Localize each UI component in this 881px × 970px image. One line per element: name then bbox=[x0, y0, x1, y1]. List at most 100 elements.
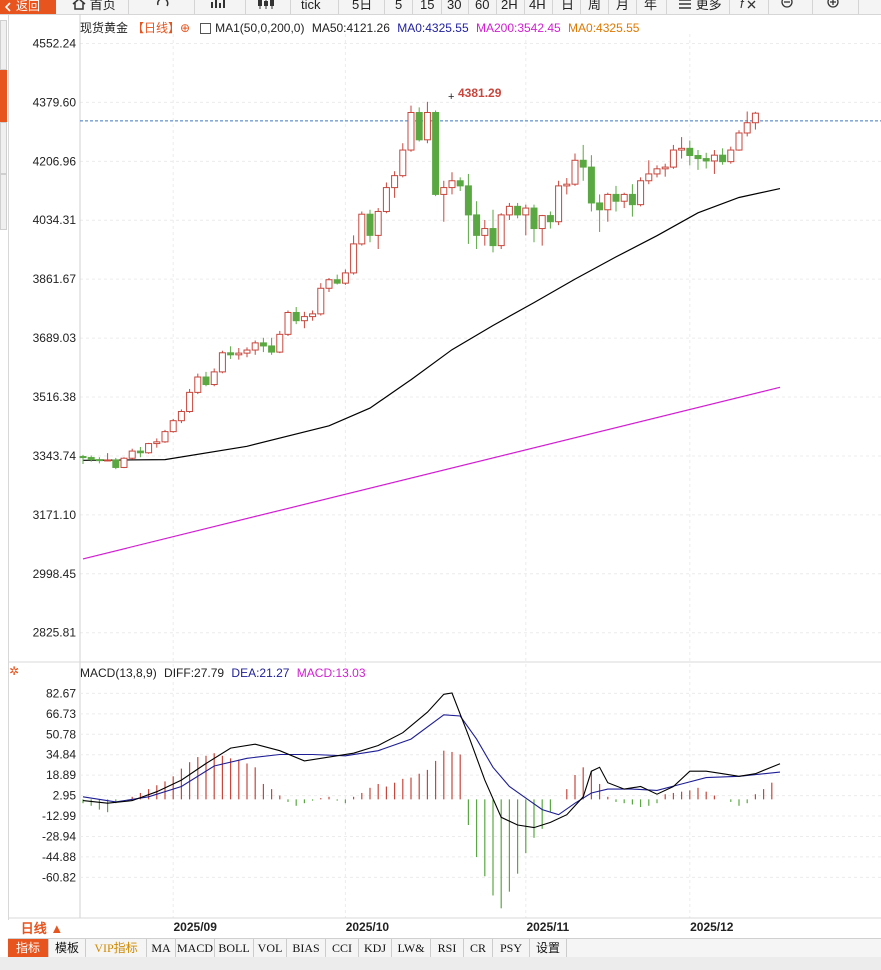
candle-body bbox=[145, 443, 153, 454]
candle-body bbox=[620, 193, 628, 202]
tab-vol[interactable]: VOL bbox=[254, 939, 287, 957]
side-tab-3[interactable] bbox=[0, 122, 7, 174]
candle-body bbox=[87, 457, 95, 461]
period-5min[interactable]: 5 bbox=[395, 0, 403, 12]
candle-body bbox=[300, 316, 308, 322]
candle-body bbox=[628, 193, 636, 206]
high-marker-label: 4381.29 bbox=[458, 86, 502, 100]
tab-lw[interactable]: LW& bbox=[392, 939, 431, 957]
period-30min[interactable]: 30 bbox=[447, 0, 462, 12]
period-day[interactable]: 日 bbox=[561, 0, 575, 12]
tab-indicators[interactable]: 指标 bbox=[8, 939, 49, 957]
candle-body bbox=[727, 149, 735, 163]
zoom-out-icon[interactable] bbox=[780, 0, 796, 13]
tab-ma[interactable]: MA bbox=[147, 939, 176, 957]
candle-body bbox=[645, 173, 653, 182]
period-year[interactable]: 年 bbox=[644, 0, 658, 12]
period-15min[interactable]: 15 bbox=[420, 0, 435, 12]
candle-body bbox=[399, 149, 407, 177]
candle-body bbox=[563, 183, 571, 187]
candle-body bbox=[612, 193, 620, 202]
macd-value: MACD:13.03 bbox=[296, 666, 366, 680]
period-5day[interactable]: 5日 bbox=[352, 0, 373, 12]
price-tick-label: 4379.60 bbox=[33, 95, 77, 109]
candle-body bbox=[702, 158, 710, 162]
side-tab-active[interactable] bbox=[0, 70, 7, 122]
ma0-value: MA0:4325.55 bbox=[397, 21, 469, 35]
tab-template[interactable]: 模板 bbox=[49, 939, 86, 957]
macd-tick-label: 34.84 bbox=[46, 748, 76, 762]
candle-body bbox=[169, 420, 177, 433]
candle-body bbox=[473, 214, 481, 236]
add-icon[interactable]: ⊕ bbox=[180, 21, 191, 35]
candle-body bbox=[218, 352, 226, 373]
candle-body bbox=[423, 112, 431, 141]
tab-vip-indicators[interactable]: VIP指标 bbox=[86, 939, 147, 957]
candle-body bbox=[104, 459, 112, 462]
candle-body bbox=[514, 205, 522, 216]
price-tick-label: 2825.81 bbox=[33, 626, 77, 640]
candle-body bbox=[530, 207, 538, 230]
gear-icon[interactable]: ✲ bbox=[9, 664, 20, 678]
period-month[interactable]: 月 bbox=[616, 0, 630, 12]
period-60min[interactable]: 60 bbox=[475, 0, 490, 12]
back-button[interactable]: 返回 bbox=[0, 0, 56, 14]
candle-body bbox=[579, 159, 587, 168]
candle-body bbox=[112, 459, 120, 468]
candle-body bbox=[243, 349, 251, 354]
price-chart[interactable]: 4552.24 4379.60 4206.96 4034.31 3861.67 3689.… bbox=[0, 0, 881, 940]
tab-rsi[interactable]: RSI bbox=[431, 939, 464, 957]
period-2h[interactable]: 2H bbox=[501, 0, 518, 12]
candle-body bbox=[669, 149, 677, 168]
candle-icon[interactable] bbox=[256, 0, 276, 13]
ma0b-value: MA0:4325.55 bbox=[568, 21, 640, 35]
tab-kdj[interactable]: KDJ bbox=[359, 939, 392, 957]
home-button[interactable]: 首页 bbox=[72, 0, 116, 13]
candle-body bbox=[555, 185, 563, 223]
tab-macd[interactable]: MACD bbox=[176, 939, 215, 957]
tab-psy[interactable]: PSY bbox=[493, 939, 530, 957]
period-4h[interactable]: 4H bbox=[529, 0, 546, 12]
candle-body bbox=[497, 214, 505, 247]
chart-frame bbox=[8, 14, 881, 939]
candle-body bbox=[358, 213, 366, 245]
chart-type-icon[interactable] bbox=[210, 0, 228, 13]
tab-settings[interactable]: 设置 bbox=[530, 939, 567, 957]
side-tab-4[interactable] bbox=[0, 174, 7, 230]
candle-body bbox=[546, 215, 554, 223]
refresh-icon[interactable] bbox=[155, 0, 171, 13]
ma50-line bbox=[82, 188, 781, 461]
candle-body bbox=[309, 313, 317, 318]
svg-text:f: f bbox=[740, 0, 745, 9]
zoom-in-icon[interactable] bbox=[826, 0, 842, 13]
candle-body bbox=[194, 376, 202, 393]
chart-legend: 现货黄金 【日线】⊕ MA1(50,0,200,0) MA50:4121.26 MA… bbox=[80, 19, 643, 35]
candle-body bbox=[432, 112, 440, 195]
back-label: 返回 bbox=[16, 0, 41, 13]
tab-cr[interactable]: CR bbox=[464, 939, 493, 957]
home-label: 首页 bbox=[89, 0, 116, 12]
tab-boll[interactable]: BOLL bbox=[215, 939, 254, 957]
candle-body bbox=[366, 213, 374, 236]
period-week[interactable]: 周 bbox=[588, 0, 602, 12]
function-icon[interactable]: f bbox=[740, 0, 758, 13]
macd-tick-label: 18.89 bbox=[46, 768, 76, 782]
candle-body bbox=[325, 279, 333, 289]
more-button[interactable]: 更多 bbox=[678, 0, 722, 13]
side-tab-1[interactable] bbox=[0, 20, 7, 70]
period-selector-button[interactable]: 日线 ▲ bbox=[8, 920, 76, 938]
candle-body bbox=[653, 168, 661, 175]
candle-body bbox=[571, 159, 579, 185]
candle-body bbox=[440, 187, 448, 195]
tab-bias[interactable]: BIAS bbox=[287, 939, 326, 957]
tab-cci[interactable]: CCI bbox=[326, 939, 359, 957]
period-tick[interactable]: tick bbox=[301, 0, 321, 12]
macd-name: MACD(13,8,9) bbox=[80, 666, 157, 680]
candle-body bbox=[596, 202, 604, 211]
price-tick-label: 3861.67 bbox=[33, 272, 77, 286]
time-tick-label: 2025/09 bbox=[174, 920, 218, 934]
price-tick-label: 4552.24 bbox=[33, 36, 77, 50]
macd-tick-label: 82.67 bbox=[46, 686, 76, 700]
side-tabs bbox=[0, 14, 8, 230]
candle-body bbox=[120, 457, 128, 468]
